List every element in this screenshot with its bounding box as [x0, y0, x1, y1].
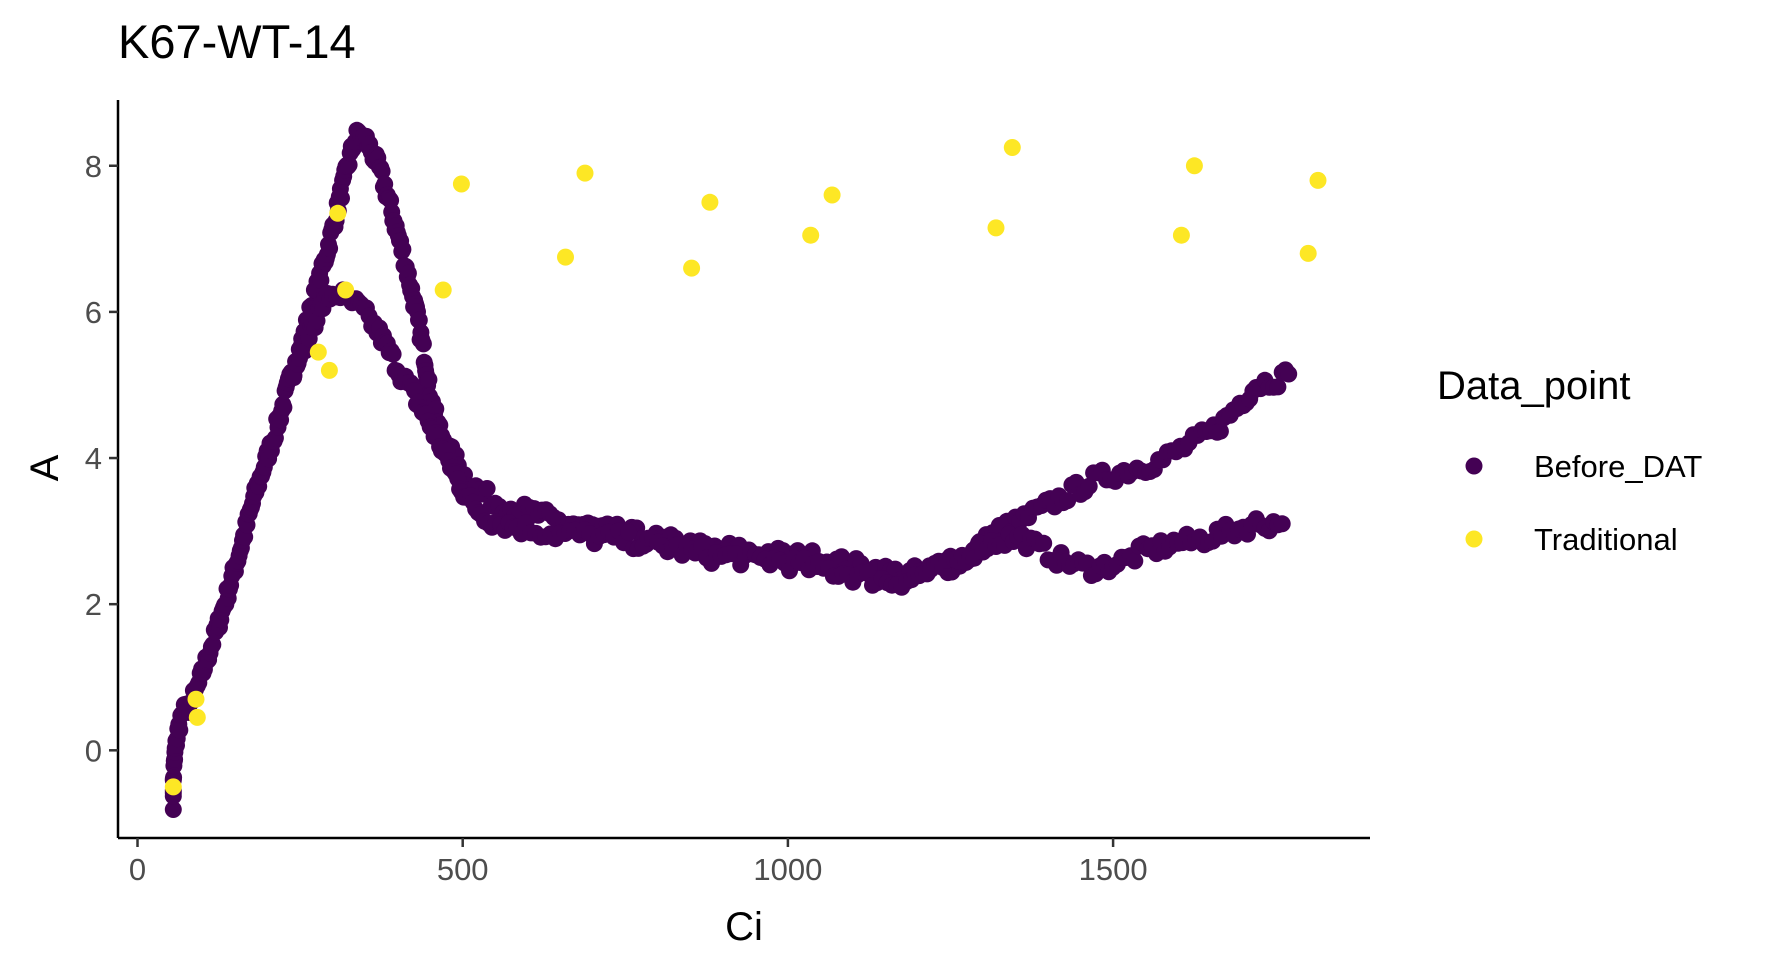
point-traditional	[1172, 226, 1190, 244]
point-traditional	[701, 193, 719, 211]
point-traditional	[329, 204, 347, 222]
point-traditional	[557, 248, 574, 266]
legend-marker-before-dat	[1465, 457, 1483, 475]
x-tick-label: 500	[437, 852, 489, 887]
point-before-dat	[285, 369, 303, 387]
point-before-dat	[414, 335, 432, 353]
point-traditional	[1185, 157, 1203, 175]
point-traditional	[434, 281, 452, 299]
x-tick-label: 1500	[1079, 852, 1148, 887]
point-traditional	[823, 186, 841, 204]
point-traditional	[1299, 244, 1317, 262]
x-axis-ticks: 0 500 1000 1500	[129, 838, 1148, 887]
point-before-dat	[620, 523, 638, 541]
point-traditional	[1003, 139, 1021, 156]
point-traditional	[987, 219, 1005, 237]
legend: Data_point Before_DAT Traditional	[1437, 364, 1702, 557]
point-traditional	[164, 778, 182, 796]
legend-title: Data_point	[1437, 364, 1630, 408]
point-traditional	[1309, 171, 1327, 189]
point-before-dat	[478, 480, 496, 497]
legend-label-before-dat: Before_DAT	[1534, 449, 1702, 484]
x-tick-label: 0	[129, 852, 146, 887]
legend-label-traditional: Traditional	[1534, 522, 1678, 557]
point-before-dat	[1280, 365, 1298, 383]
point-before-dat	[171, 721, 189, 739]
point-before-dat	[1059, 492, 1077, 510]
point-before-dat	[333, 189, 350, 207]
x-tick-label: 1000	[753, 852, 822, 887]
y-tick-label: 6	[85, 295, 102, 330]
point-before-dat	[394, 240, 412, 258]
point-before-dat	[384, 345, 402, 363]
y-tick-label: 4	[85, 441, 102, 476]
point-traditional	[187, 690, 205, 708]
point-before-dat	[1080, 477, 1098, 495]
point-before-dat	[275, 399, 293, 416]
point-before-dat	[1126, 552, 1144, 570]
chart-title: K67-WT-14	[118, 15, 356, 68]
y-axis-ticks: 0 2 4 6 8	[85, 149, 118, 768]
legend-marker-traditional	[1465, 530, 1483, 548]
point-before-dat	[1273, 515, 1291, 533]
x-axis-title: Ci	[725, 905, 763, 949]
point-traditional	[309, 343, 327, 361]
point-before-dat	[312, 271, 330, 289]
y-tick-label: 8	[85, 149, 102, 184]
point-traditional	[802, 226, 820, 244]
point-traditional	[337, 281, 355, 299]
y-axis-title: A	[23, 454, 67, 481]
point-before-dat	[420, 371, 438, 389]
point-traditional	[320, 361, 338, 379]
point-before-dat	[1211, 422, 1229, 440]
point-traditional	[188, 708, 206, 726]
point-traditional	[452, 175, 470, 193]
points-layer	[164, 121, 1327, 818]
point-before-dat	[1035, 534, 1053, 552]
y-tick-label: 0	[85, 733, 102, 768]
point-traditional	[683, 259, 701, 277]
point-before-dat	[1269, 378, 1287, 396]
point-before-dat	[164, 801, 182, 818]
y-tick-label: 2	[85, 587, 102, 622]
point-before-dat	[321, 240, 339, 257]
point-traditional	[576, 164, 594, 182]
point-before-dat	[373, 162, 391, 180]
